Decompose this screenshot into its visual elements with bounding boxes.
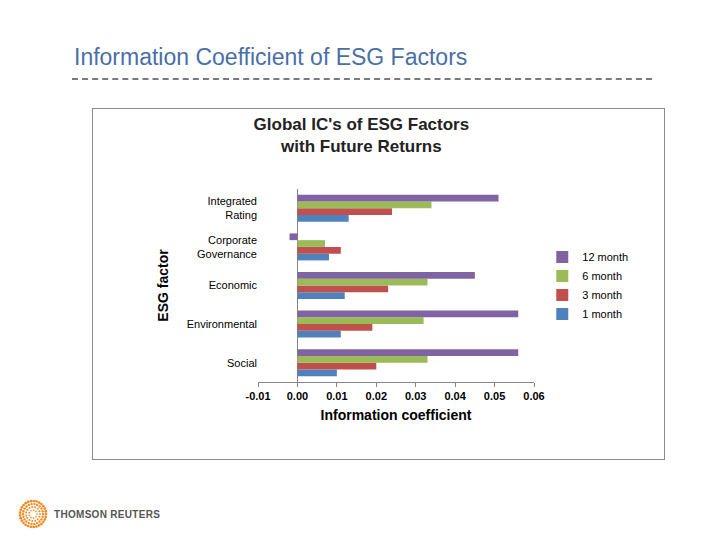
svg-text:0.00: 0.00 [287, 390, 308, 402]
svg-text:0.04: 0.04 [444, 390, 466, 402]
svg-text:12 month: 12 month [582, 251, 628, 263]
svg-text:0.02: 0.02 [366, 390, 387, 402]
svg-text:Global IC's of ESG Factorswith: Global IC's of ESG Factorswith Future Re… [254, 115, 470, 156]
svg-text:0.05: 0.05 [484, 390, 505, 402]
svg-text:3 month: 3 month [582, 289, 622, 301]
svg-text:Information coefficient: Information coefficient [321, 407, 472, 423]
svg-text:Environmental: Environmental [187, 318, 257, 330]
svg-text:Economic: Economic [209, 279, 258, 291]
svg-text:CorporateGovernance: CorporateGovernance [197, 234, 257, 260]
svg-text:0.06: 0.06 [523, 390, 544, 402]
svg-text:IntegratedRating: IntegratedRating [207, 195, 257, 221]
svg-text:Social: Social [227, 357, 257, 369]
svg-text:6 month: 6 month [582, 270, 622, 282]
svg-text:ESG factor: ESG factor [155, 249, 171, 322]
html-text:THOMSON REUTERS: THOMSON REUTERS [54, 508, 161, 520]
svg-text:0.03: 0.03 [405, 390, 426, 402]
svg-text:0.01: 0.01 [326, 390, 347, 402]
html-text:Information Coefficient of ESG: Information Coefficient of ESG Factors [74, 44, 468, 70]
svg-text:1 month: 1 month [582, 308, 622, 320]
svg-text:-0.01: -0.01 [245, 390, 270, 402]
